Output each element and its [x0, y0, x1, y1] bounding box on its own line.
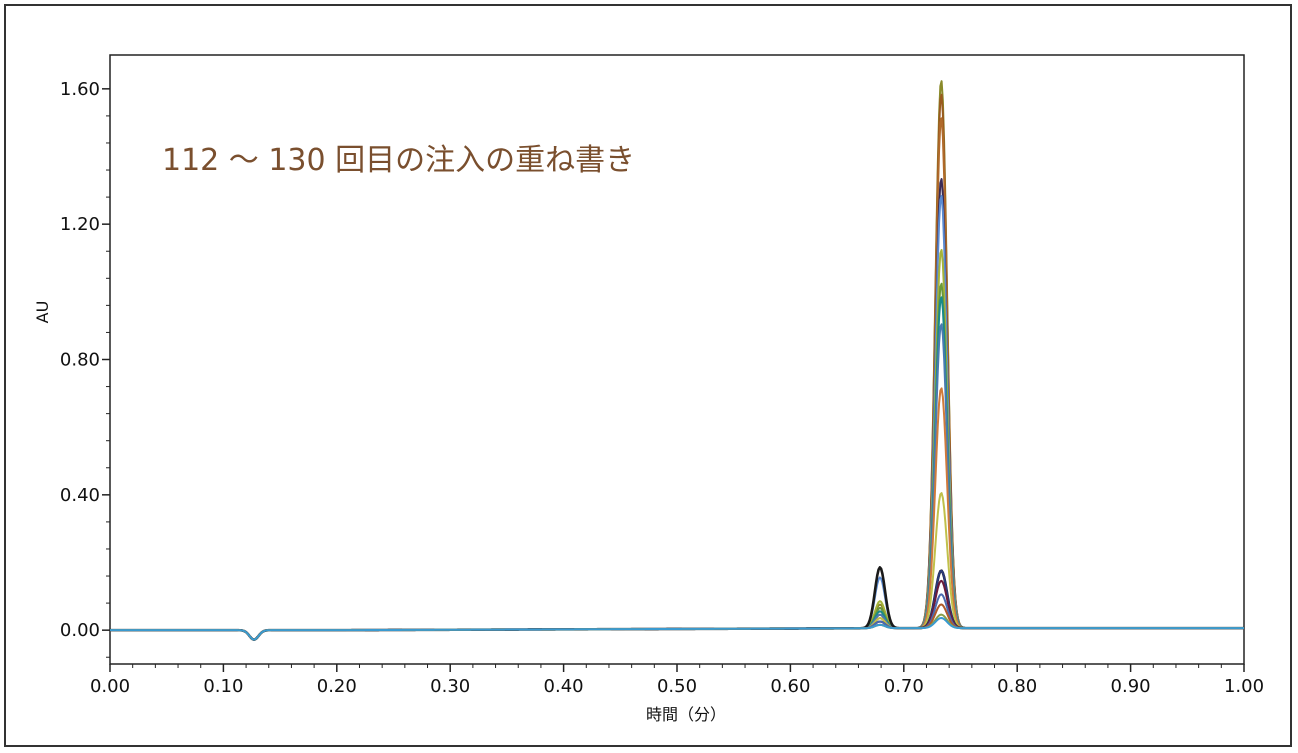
- x-tick-label: 0.90: [1111, 676, 1151, 697]
- y-tick-label: 1.20: [60, 214, 100, 235]
- y-axis-title: AU: [33, 301, 52, 324]
- y-tick-label: 0.80: [60, 350, 100, 371]
- x-tick-label: 0.80: [997, 676, 1037, 697]
- x-tick-label: 0.10: [203, 676, 243, 697]
- chart-annotation: 112 ～ 130 回目の注入の重ね書き: [162, 143, 635, 178]
- x-axis: 0.00 0.10 0.20 0.30 0.40 0.50 0.60 0.70 0.80 0.90…: [90, 664, 1264, 697]
- x-tick-label: 0.60: [770, 676, 810, 697]
- x-tick-label: 0.20: [317, 676, 357, 697]
- plot-area: [109, 54, 1245, 665]
- x-tick-label: 0.30: [430, 676, 470, 697]
- x-tick-label: 0.50: [657, 676, 697, 697]
- y-axis: 0.00 0.40 0.80 1.20 1.60: [60, 79, 110, 658]
- x-tick-label: 0.00: [90, 676, 130, 697]
- x-tick-label: 0.70: [884, 676, 924, 697]
- series-line: [110, 617, 1244, 641]
- x-tick-label: 1.00: [1224, 676, 1264, 697]
- y-tick-label: 0.00: [60, 620, 100, 641]
- x-tick-label: 0.40: [544, 676, 584, 697]
- x-axis-title: 時間（分）: [646, 705, 726, 724]
- series-layer: [109, 80, 1245, 641]
- y-tick-label: 0.40: [60, 485, 100, 506]
- y-tick-label: 1.60: [60, 79, 100, 100]
